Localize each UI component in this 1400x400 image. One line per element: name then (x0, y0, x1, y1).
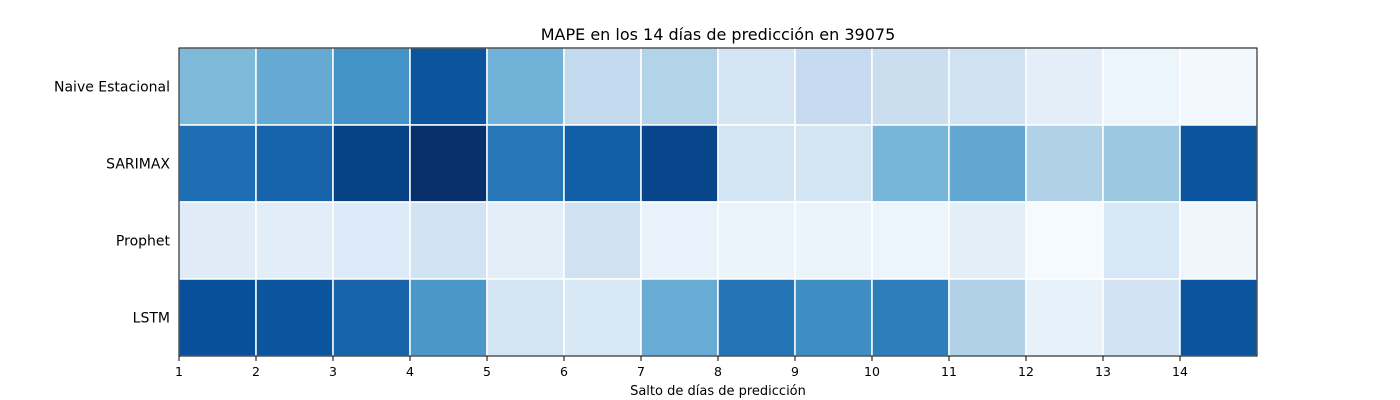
heatmap-cell (409, 201, 488, 280)
heatmap-cells (178, 47, 1258, 357)
row-label: Naive Estacional (54, 80, 170, 96)
row-label: Prophet (116, 234, 171, 250)
heatmap-cell (794, 47, 873, 126)
heatmap-cell (948, 47, 1027, 126)
heatmap-cell (871, 201, 950, 280)
heatmap-cell (486, 124, 565, 203)
heatmap-cell (871, 278, 950, 357)
x-tick-label: 3 (329, 364, 337, 379)
plot-frame (178, 47, 1258, 357)
heatmap-cell (1102, 47, 1181, 126)
row-label: SARIMAX (106, 157, 170, 173)
heatmap-cell (794, 278, 873, 357)
heatmap-cell (178, 47, 257, 126)
heatmap-cell (1025, 278, 1104, 357)
heatmap-cell (486, 47, 565, 126)
heatmap-cell (563, 278, 642, 357)
heatmap-cell (948, 278, 1027, 357)
heatmap-cell (409, 47, 488, 126)
heatmap-cell (1102, 201, 1181, 280)
heatmap-cell (255, 201, 334, 280)
heatmap-cell (640, 47, 719, 126)
heatmap-cell (1102, 124, 1181, 203)
heatmap-cell (1102, 278, 1181, 357)
row-label: LSTM (133, 311, 170, 327)
heatmap-cell (717, 278, 796, 357)
x-axis-label: Salto de días de predicción (630, 384, 806, 399)
heatmap-cell (640, 201, 719, 280)
heatmap-cell (794, 124, 873, 203)
x-tick-label: 6 (560, 364, 568, 379)
x-tick-label: 14 (1172, 364, 1188, 379)
heatmap-cell (332, 278, 411, 357)
heatmap-cell (178, 201, 257, 280)
heatmap-cell (563, 124, 642, 203)
heatmap-cell (1025, 47, 1104, 126)
x-tick-label: 4 (406, 364, 414, 379)
heatmap-cell (409, 278, 488, 357)
heatmap-cell (1025, 201, 1104, 280)
x-tick-label: 7 (637, 364, 645, 379)
heatmap-cell (640, 124, 719, 203)
heatmap-cell (486, 201, 565, 280)
heatmap-cell (794, 201, 873, 280)
heatmap-cell (1025, 124, 1104, 203)
heatmap-cell (255, 47, 334, 126)
heatmap-cell (717, 201, 796, 280)
row-labels: Naive Estacional SARIMAX Prophet LSTM (54, 80, 171, 327)
heatmap-cell (948, 124, 1027, 203)
x-tick-label: 9 (791, 364, 799, 379)
x-tick-label: 5 (483, 364, 491, 379)
x-axis-ticks: 1 2 3 4 5 6 7 8 9 10 11 12 13 14 (175, 356, 1188, 379)
x-tick-label: 2 (252, 364, 260, 379)
heatmap-cell (178, 124, 257, 203)
chart-title: MAPE en los 14 días de predicción en 390… (541, 25, 896, 44)
heatmap-cell (409, 124, 488, 203)
heatmap-cell (1179, 201, 1258, 280)
heatmap-cell (717, 124, 796, 203)
heatmap-cell (1179, 124, 1258, 203)
x-tick-label: 11 (941, 364, 957, 379)
heatmap-cell (871, 47, 950, 126)
heatmap-cell (178, 278, 257, 357)
heatmap-cell (640, 278, 719, 357)
heatmap-cell (255, 124, 334, 203)
x-tick-label: 8 (714, 364, 722, 379)
heatmap-cell (717, 47, 796, 126)
heatmap-cell (948, 201, 1027, 280)
heatmap-cell (1179, 278, 1258, 357)
x-tick-label: 13 (1095, 364, 1111, 379)
heatmap-cell (332, 47, 411, 126)
heatmap-cell (486, 278, 565, 357)
heatmap-cell (332, 201, 411, 280)
heatmap-cell (871, 124, 950, 203)
x-tick-label: 1 (175, 364, 183, 379)
x-tick-label: 10 (864, 364, 880, 379)
heatmap-cell (563, 47, 642, 126)
x-tick-label: 12 (1018, 364, 1034, 379)
heatmap-cell (255, 278, 334, 357)
heatmap-cell (1179, 47, 1258, 126)
heatmap-cell (563, 201, 642, 280)
heatmap-cell (332, 124, 411, 203)
